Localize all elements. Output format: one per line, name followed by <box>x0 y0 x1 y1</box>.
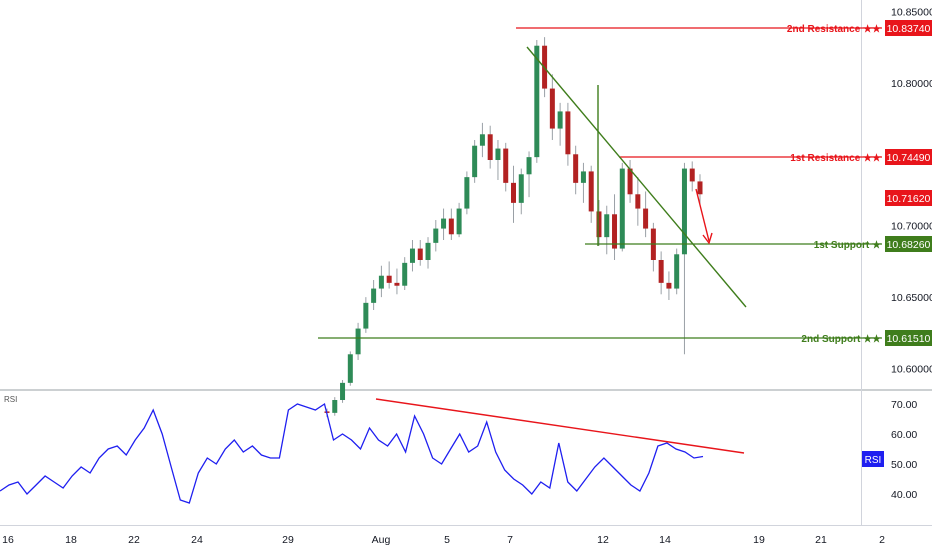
candle-body <box>425 242 431 260</box>
candle-body <box>448 218 454 235</box>
rsi-line[interactable] <box>0 402 704 504</box>
time-axis[interactable]: 16 18 22 24 29 Aug 5 7 12 14 19 21 2 <box>2 534 885 546</box>
projection-arrow-head <box>702 232 713 245</box>
candle-body <box>511 182 516 203</box>
support-1-value: 10.68260 <box>887 239 931 251</box>
candle-body <box>402 262 408 286</box>
candle-body <box>697 181 703 195</box>
price-tick-label: 10.70000 <box>891 221 932 233</box>
candle-body <box>689 168 695 182</box>
resistance-2-value: 10.83740 <box>887 23 931 35</box>
candle-body <box>487 134 493 160</box>
candle-body <box>386 275 392 283</box>
candle-body <box>503 148 509 183</box>
candle-body <box>565 111 571 155</box>
price-tick-label: 10.60000 <box>891 364 932 376</box>
rsi-trendline[interactable] <box>375 398 745 454</box>
candle-body <box>409 248 415 263</box>
candle-body <box>627 168 633 195</box>
rsi-tick-label: 50.00 <box>891 459 917 471</box>
rsi-tick-label: 60.00 <box>891 429 917 441</box>
time-tick-label: 29 <box>282 534 294 546</box>
candle-body <box>612 214 618 249</box>
candle-body <box>433 228 439 243</box>
candle-body <box>371 288 377 303</box>
resistance-2-badge <box>885 20 932 36</box>
candle-body <box>596 211 602 238</box>
candle-body <box>378 275 384 289</box>
resistance-1-value: 10.74490 <box>887 152 931 164</box>
candle-body <box>549 88 555 129</box>
descending-trendline[interactable] <box>526 46 747 308</box>
candlestick-series <box>324 37 703 418</box>
candle-body <box>666 282 672 289</box>
candle-body <box>518 174 524 203</box>
support-2-badge <box>885 330 932 346</box>
support-1-label: 1st Support ★ <box>814 240 881 251</box>
candle-body <box>347 354 353 383</box>
price-tick-label: 10.85000 <box>891 6 932 18</box>
candle-body <box>417 248 423 260</box>
time-tick-label: Aug <box>372 534 391 546</box>
candle-body <box>681 168 687 255</box>
candle-body <box>573 154 579 183</box>
support-2-label: 2nd Support ★★ <box>801 334 881 345</box>
candle-body <box>332 400 338 413</box>
candle-body <box>495 148 501 160</box>
time-tick-label: 21 <box>815 534 827 546</box>
time-tick-label: 2 <box>879 534 885 546</box>
candle-body <box>588 171 594 212</box>
rsi-pane-title: RSI <box>4 395 17 404</box>
price-tick-label: 10.65000 <box>891 292 932 304</box>
candle-body <box>604 214 610 238</box>
candle-body <box>580 171 586 183</box>
current-price-badge <box>885 190 932 206</box>
time-tick-label: 7 <box>507 534 513 546</box>
candle-body <box>464 177 470 209</box>
time-tick-label: 5 <box>444 534 450 546</box>
current-price-value: 10.71620 <box>887 193 931 205</box>
time-tick-label: 18 <box>65 534 77 546</box>
resistance-1-label: 1st Resistance ★★ <box>790 153 881 164</box>
rsi-badge <box>862 451 884 467</box>
candle-body <box>394 282 400 286</box>
rsi-axis[interactable]: 70.00 60.00 50.00 40.00 <box>891 399 917 501</box>
candle-body <box>479 134 485 146</box>
candle-body <box>635 194 641 209</box>
candle-body <box>557 111 563 129</box>
candle-body <box>456 208 462 235</box>
price-axis[interactable]: 10.8500010.8000010.7500010.7000010.65000… <box>891 6 932 375</box>
time-tick-label: 12 <box>597 534 609 546</box>
candle-body <box>658 260 664 283</box>
time-tick-label: 22 <box>128 534 140 546</box>
projection-arrow[interactable] <box>695 188 710 242</box>
price-tick-label: 10.80000 <box>891 78 932 90</box>
support-1-badge <box>885 236 932 252</box>
candle-body <box>355 328 361 355</box>
rsi-tick-label: 40.00 <box>891 489 917 501</box>
candle-body <box>534 45 540 158</box>
rsi-tick-label: 70.00 <box>891 399 917 411</box>
time-tick-label: 16 <box>2 534 14 546</box>
candle-body <box>472 145 478 178</box>
time-tick-label: 24 <box>191 534 203 546</box>
candle-body <box>526 157 532 175</box>
candle-body <box>674 254 680 289</box>
candle-body <box>619 168 625 249</box>
support-2-value: 10.61510 <box>887 333 931 345</box>
time-tick-label: 19 <box>753 534 765 546</box>
rsi-badge-label: RSI <box>865 455 882 466</box>
time-tick-label: 14 <box>659 534 671 546</box>
candle-body <box>441 218 447 229</box>
candle-body <box>340 382 346 400</box>
resistance-2-label: 2nd Resistance ★★ <box>787 24 881 35</box>
candle-body <box>643 208 649 229</box>
resistance-1-badge <box>885 149 932 165</box>
candle-body <box>363 302 369 329</box>
